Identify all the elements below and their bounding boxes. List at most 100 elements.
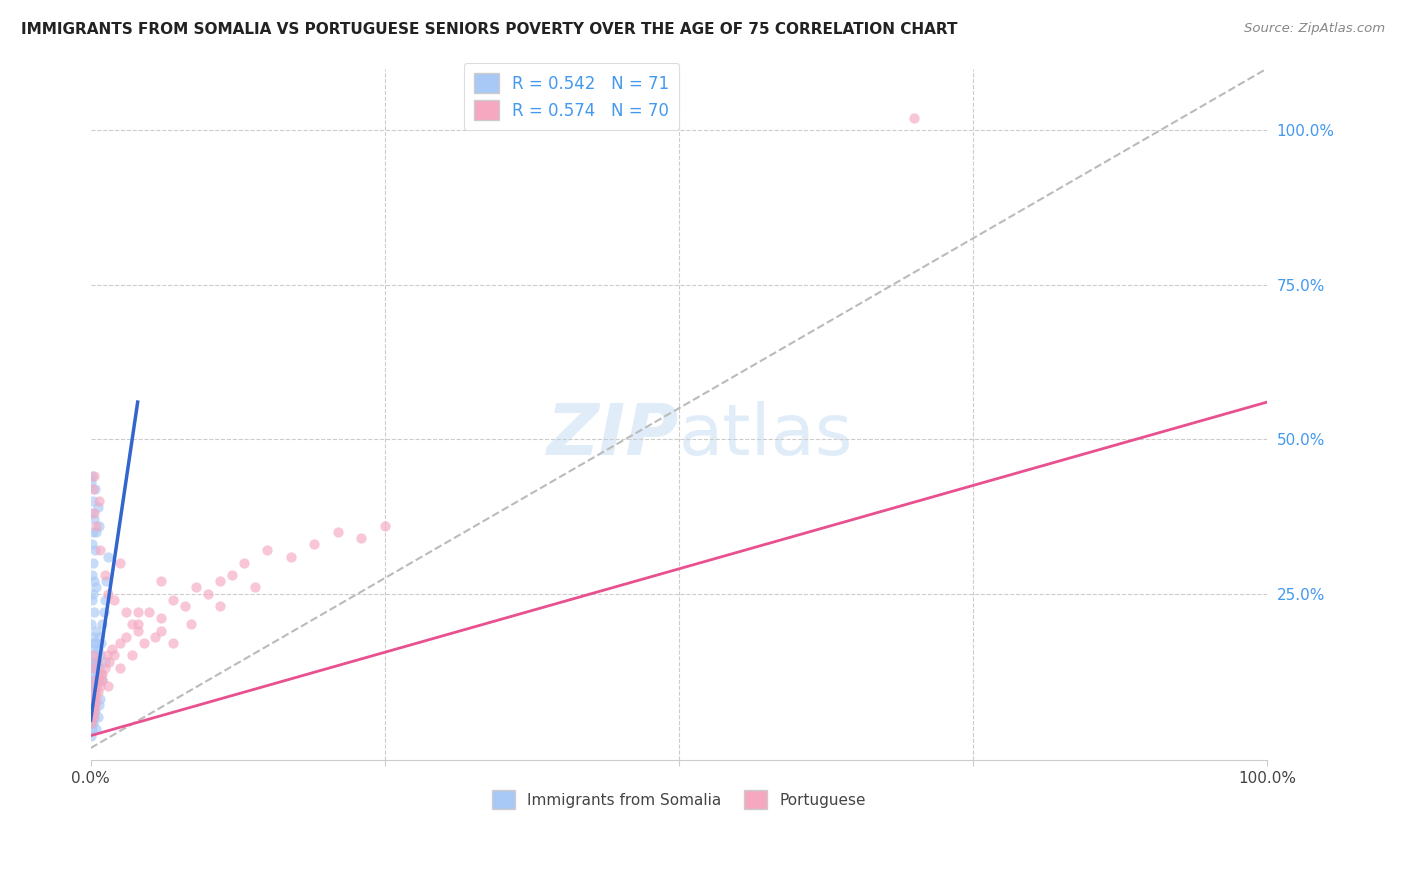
Point	[86, 691, 108, 706]
Point	[256, 543, 278, 558]
Point	[80, 704, 103, 718]
Point	[208, 599, 231, 613]
Point	[83, 655, 105, 669]
Point	[79, 729, 101, 743]
Point	[89, 543, 111, 558]
Point	[80, 469, 103, 483]
Point	[91, 673, 114, 687]
Point	[80, 592, 103, 607]
Point	[82, 710, 104, 724]
Point	[150, 624, 173, 638]
Point	[80, 710, 103, 724]
Point	[80, 679, 103, 693]
Text: ZIP: ZIP	[547, 401, 679, 470]
Point	[82, 556, 104, 570]
Point	[82, 655, 104, 669]
Point	[80, 691, 103, 706]
Point	[82, 630, 104, 644]
Point	[80, 704, 103, 718]
Point	[80, 673, 103, 687]
Point	[103, 592, 125, 607]
Point	[79, 685, 101, 699]
Point	[86, 518, 108, 533]
Point	[98, 655, 121, 669]
Point	[197, 586, 219, 600]
Point	[903, 111, 925, 125]
Point	[97, 679, 120, 693]
Point	[83, 469, 105, 483]
Point	[80, 648, 103, 663]
Point	[374, 518, 396, 533]
Point	[82, 666, 104, 681]
Point	[87, 698, 110, 712]
Point	[162, 592, 184, 607]
Point	[86, 710, 108, 724]
Point	[86, 624, 108, 638]
Point	[94, 574, 117, 589]
Point	[79, 698, 101, 712]
Point	[143, 630, 166, 644]
Point	[121, 648, 143, 663]
Point	[83, 605, 105, 619]
Point	[150, 611, 173, 625]
Point	[280, 549, 302, 564]
Point	[83, 673, 105, 687]
Point	[84, 704, 107, 718]
Point	[91, 617, 114, 632]
Point	[83, 506, 105, 520]
Point	[132, 636, 155, 650]
Point	[115, 605, 138, 619]
Point	[79, 475, 101, 490]
Point	[84, 685, 107, 699]
Point	[84, 543, 107, 558]
Point	[127, 617, 149, 632]
Point	[79, 710, 101, 724]
Point	[84, 673, 107, 687]
Point	[86, 655, 108, 669]
Point	[93, 568, 115, 582]
Point	[82, 679, 104, 693]
Point	[80, 506, 103, 520]
Point	[96, 648, 118, 663]
Point	[91, 666, 114, 681]
Point	[93, 655, 115, 669]
Point	[127, 624, 149, 638]
Point	[80, 723, 103, 737]
Point	[108, 661, 131, 675]
Point	[150, 574, 173, 589]
Point	[86, 679, 108, 693]
Text: atlas: atlas	[679, 401, 853, 470]
Point	[138, 605, 160, 619]
Point	[83, 704, 105, 718]
Point	[83, 685, 105, 699]
Point	[90, 666, 112, 681]
Text: IMMIGRANTS FROM SOMALIA VS PORTUGUESE SENIORS POVERTY OVER THE AGE OF 75 CORRELA: IMMIGRANTS FROM SOMALIA VS PORTUGUESE SE…	[21, 22, 957, 37]
Point	[82, 642, 104, 657]
Point	[121, 617, 143, 632]
Point	[87, 630, 110, 644]
Point	[82, 586, 104, 600]
Point	[86, 642, 108, 657]
Point	[326, 524, 349, 539]
Point	[82, 494, 104, 508]
Point	[79, 716, 101, 731]
Point	[86, 666, 108, 681]
Point	[87, 661, 110, 675]
Point	[83, 512, 105, 526]
Point	[82, 648, 104, 663]
Point	[86, 679, 108, 693]
Point	[83, 574, 105, 589]
Point	[82, 524, 104, 539]
Point	[80, 537, 103, 551]
Point	[108, 556, 131, 570]
Point	[80, 661, 103, 675]
Point	[173, 599, 195, 613]
Point	[80, 568, 103, 582]
Point	[84, 661, 107, 675]
Point	[89, 679, 111, 693]
Point	[221, 568, 243, 582]
Point	[89, 691, 111, 706]
Point	[83, 636, 105, 650]
Point	[86, 581, 108, 595]
Point	[84, 636, 107, 650]
